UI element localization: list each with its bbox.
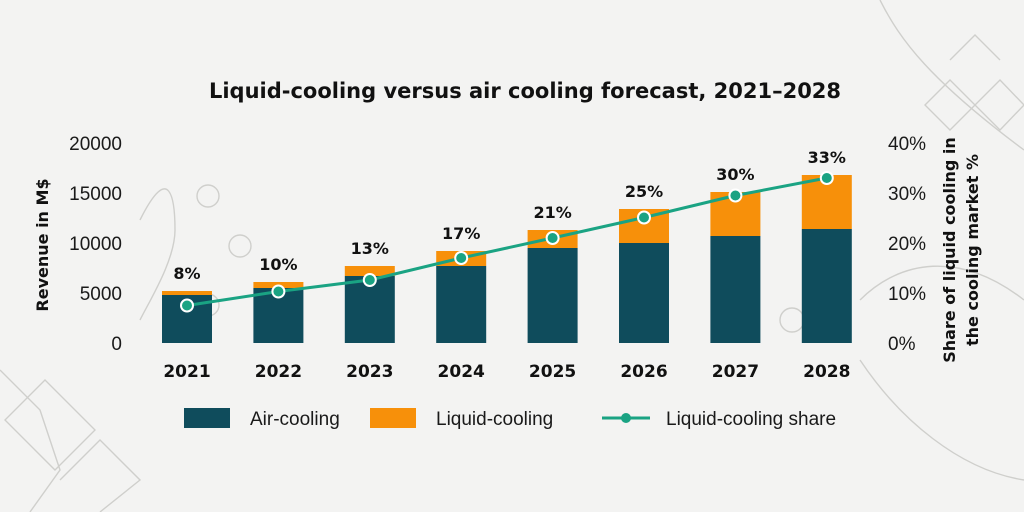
- share-data-label: 33%: [808, 148, 846, 167]
- y2-tick-label: 40%: [888, 134, 926, 155]
- x-tick-label: 2025: [529, 362, 576, 382]
- legend-share-marker: [621, 413, 631, 423]
- y2-tick-label: 0%: [888, 334, 916, 355]
- y-tick-label: 20000: [69, 134, 122, 155]
- share-point: [819, 171, 834, 185]
- share-point: [180, 298, 194, 313]
- decor-curve-right-top: [879, 0, 1024, 151]
- share-data-label: 30%: [716, 165, 754, 184]
- chart-title: Liquid-cooling versus air cooling foreca…: [209, 79, 841, 103]
- share-point: [362, 273, 377, 287]
- y2-axis-label-line-2: the cooling market %: [963, 154, 982, 346]
- share-data-label: 21%: [533, 203, 571, 222]
- share-point: [545, 231, 560, 245]
- decor-diamond-left-2: [59, 439, 142, 512]
- bar-air-cooling: [619, 243, 669, 343]
- bar-air-cooling: [527, 248, 578, 343]
- decor-curve-right-bottom: [859, 359, 1024, 481]
- decor-diamond-right-2: [974, 78, 1024, 132]
- decor-circle-2: [228, 234, 252, 258]
- x-tick-label: 2024: [438, 362, 485, 382]
- y2-tick-label: 10%: [888, 284, 926, 305]
- share-data-labels: 8% 10% 13% 17% 21% 25% 30% 33%: [173, 148, 846, 283]
- share-data-label: 13%: [351, 239, 389, 258]
- share-data-label: 8%: [173, 264, 200, 283]
- share-point: [454, 251, 469, 265]
- legend-share-label: Liquid-cooling share: [666, 409, 836, 430]
- legend-liquid-cooling-swatch: [370, 408, 416, 428]
- decor-curve-right: [859, 265, 1024, 301]
- bar-air-cooling: [710, 236, 761, 343]
- bar-air-cooling: [801, 229, 852, 343]
- y-tick-label: 15000: [69, 184, 122, 205]
- y2-axis-label-line-1: Share of liquid cooling in: [940, 137, 959, 363]
- x-tick-label: 2023: [346, 362, 393, 382]
- share-data-label: 25%: [625, 182, 663, 201]
- x-axis-ticks: 2021 2022 2023 2024 2025 2026 2027 2028: [163, 362, 850, 382]
- share-point: [271, 284, 286, 299]
- x-tick-label: 2021: [163, 362, 210, 382]
- decor-chevron-right: [949, 34, 1001, 61]
- bar-air-cooling: [436, 266, 487, 343]
- share-data-label: 17%: [442, 224, 480, 243]
- share-line: [186, 176, 828, 307]
- x-tick-label: 2026: [620, 362, 667, 382]
- y2-axis-ticks: 0% 10% 20% 30% 40%: [888, 134, 926, 355]
- share-line-series: [180, 171, 834, 313]
- legend-liquid-cooling-label: Liquid-cooling: [436, 409, 553, 430]
- y-tick-label: 0: [111, 334, 122, 355]
- legend-air-cooling-swatch: [184, 408, 230, 428]
- x-tick-label: 2027: [712, 362, 759, 382]
- y-axis-label: Revenue in M$: [33, 178, 52, 311]
- y2-tick-label: 20%: [888, 234, 926, 255]
- bar-air-cooling: [344, 276, 395, 343]
- share-data-label: 10%: [259, 255, 297, 274]
- legend: Air-cooling Liquid-cooling Liquid-coolin…: [184, 408, 836, 430]
- x-tick-label: 2022: [255, 362, 302, 382]
- legend-air-cooling-label: Air-cooling: [250, 409, 340, 430]
- y2-tick-label: 30%: [888, 184, 926, 205]
- y-tick-label: 10000: [69, 234, 122, 255]
- x-tick-label: 2028: [803, 362, 850, 382]
- share-point: [637, 210, 651, 225]
- decor-diamond-left: [4, 379, 96, 471]
- y-tick-label: 5000: [80, 284, 122, 305]
- decor-curve-left: [139, 188, 176, 321]
- decor-circle-1: [196, 184, 220, 208]
- share-point: [728, 188, 743, 203]
- decor-shape-left-bottom: [0, 369, 61, 512]
- decor-circle-5: [779, 307, 805, 333]
- bar-liquid-cooling: [162, 291, 212, 295]
- bar-liquid-cooling: [344, 266, 395, 276]
- y-axis-ticks: 0 5000 10000 15000 20000: [69, 134, 122, 355]
